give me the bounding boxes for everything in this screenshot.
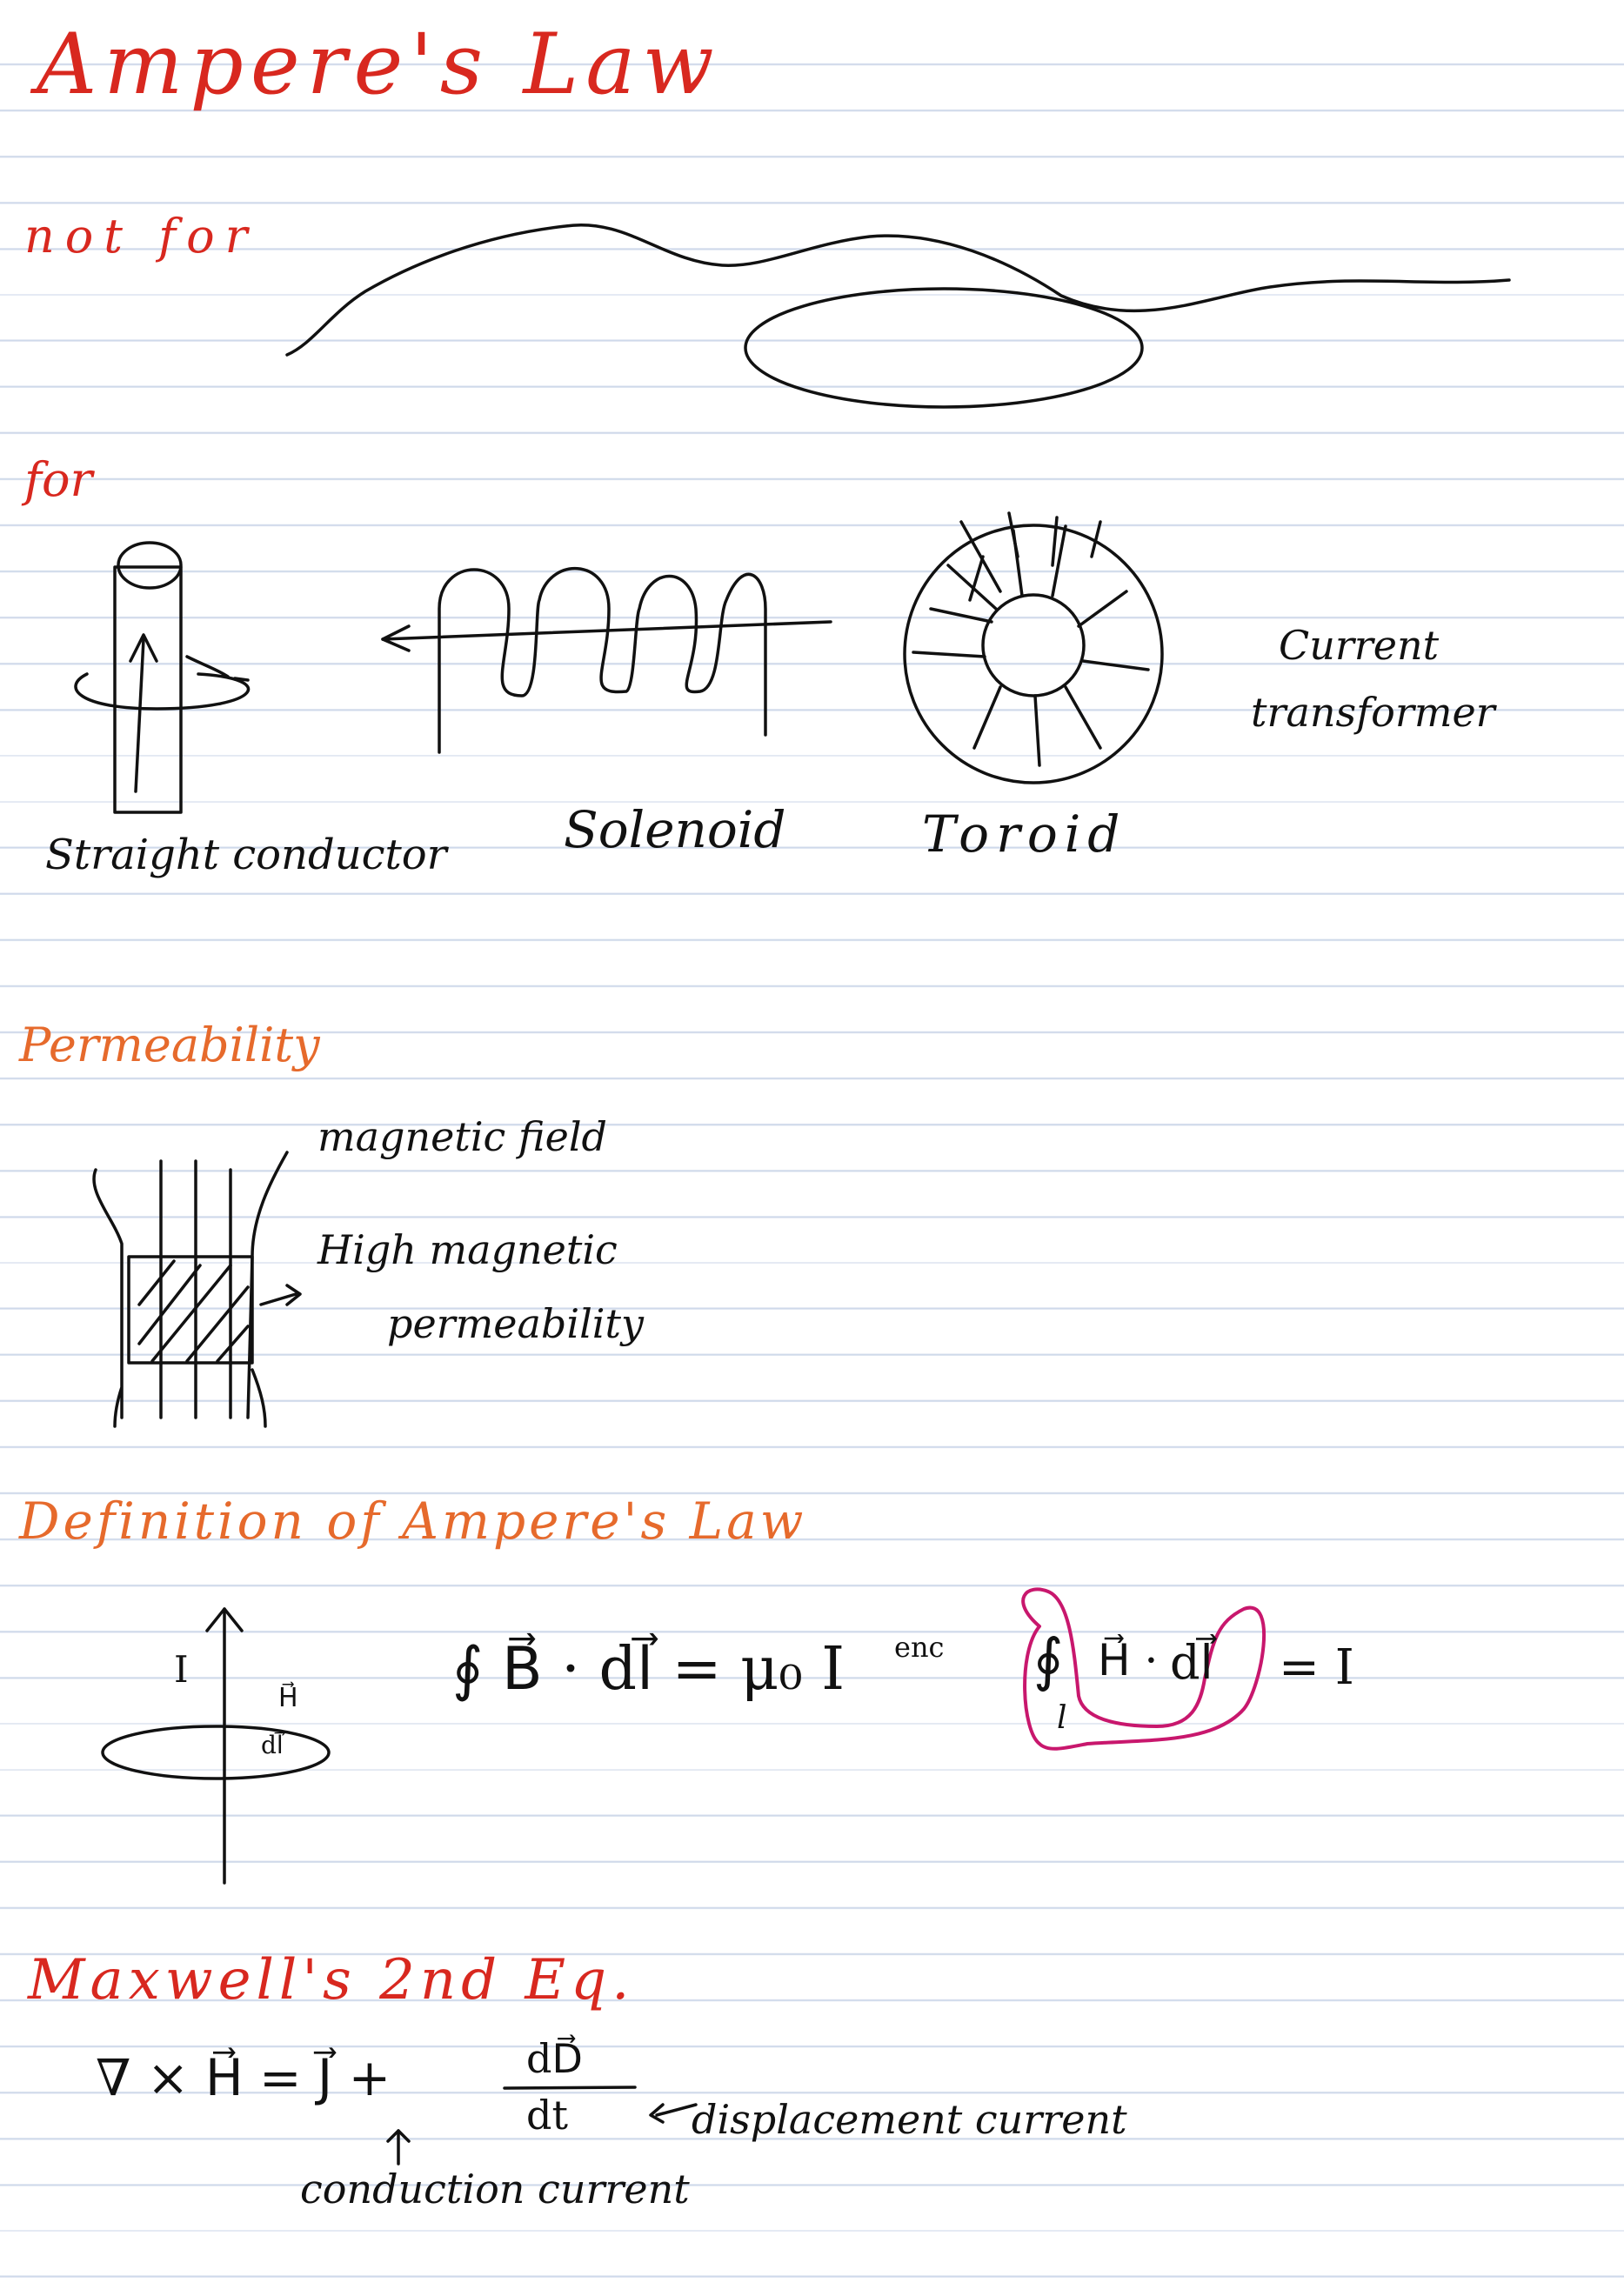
heading-not-for: not for — [24, 209, 258, 264]
pink-highlight-loop — [1021, 1587, 1266, 1751]
toroid-windings-outer — [959, 511, 1102, 602]
label-straight-conductor: Straight conductor — [45, 831, 447, 879]
label-current-transformer-1: Current — [1279, 622, 1440, 669]
hatch-lines — [137, 1259, 250, 1363]
equation-h-term: H⃗ · — [1098, 1635, 1159, 1685]
equation-enc-superscript: enc — [894, 1631, 945, 1664]
toroid-outer — [903, 524, 1164, 784]
equation-rhs-i: = I — [1279, 1639, 1354, 1696]
conduction-arrow-head — [386, 2129, 411, 2143]
current-symbol: I — [174, 1648, 189, 1691]
heading-maxwell: Maxwell's 2nd Eq. — [28, 1948, 635, 2012]
loop-sketch — [744, 287, 1144, 409]
maxwell-numerator: dD⃗ — [526, 2035, 583, 2082]
equation-dl-term: dl⃗ — [1170, 1635, 1213, 1690]
heading-for: for — [24, 452, 93, 507]
maxwell-denominator: dt — [526, 2092, 568, 2139]
note-high-permeability-1: High magnetic — [317, 1226, 618, 1273]
field-arrow-sketch — [185, 655, 250, 682]
solenoid-arrow-head — [381, 624, 411, 652]
equation-integral-h: ∮ — [1033, 1626, 1064, 1693]
heading-definition: Definition of Ampere's Law — [19, 1492, 807, 1551]
equation-integral-b: ∮ B⃗ · dl⃗ = μ₀ I — [452, 1635, 845, 1704]
current-arrow-up — [134, 637, 145, 793]
note-magnetic-field: magnetic field — [317, 1113, 607, 1160]
page-title: Ampere's Law — [37, 16, 721, 113]
toroid-windings — [912, 524, 1150, 767]
note-arrow — [259, 1284, 302, 1306]
conductor-top — [117, 541, 183, 590]
displacement-arrow — [649, 2103, 698, 2124]
conductor-cylinder — [113, 565, 183, 814]
solenoid-coil — [438, 567, 767, 754]
equation-integral-h-sub: l — [1057, 1700, 1067, 1736]
label-solenoid: Solenoid — [564, 800, 786, 859]
label-conduction-current: conduction current — [300, 2166, 690, 2213]
fraction-bar — [503, 2086, 637, 2090]
dl-symbol: dl⃗ — [261, 1731, 284, 1759]
heading-permeability: Permeability — [19, 1018, 320, 1072]
field-lines — [92, 1151, 289, 1428]
label-current-transformer-2: transformer — [1251, 689, 1495, 736]
h-field-symbol: H⃗ — [278, 1683, 298, 1713]
label-displacement-current: displacement current — [692, 2096, 1127, 2143]
high-permeability-block — [127, 1255, 254, 1365]
irregular-path-sketch — [285, 224, 1511, 357]
current-arrow-head — [129, 633, 158, 663]
maxwell-lhs: ∇ × H⃗ = J⃗ + — [96, 2048, 391, 2107]
field-loop-sketch — [74, 672, 251, 711]
current-wire-arrow — [205, 1607, 244, 1632]
toroid-inner — [981, 593, 1086, 697]
amperian-loop — [101, 1725, 331, 1780]
label-toroid: Toroid — [922, 804, 1127, 864]
note-high-permeability-2: permeability — [387, 1300, 644, 1347]
